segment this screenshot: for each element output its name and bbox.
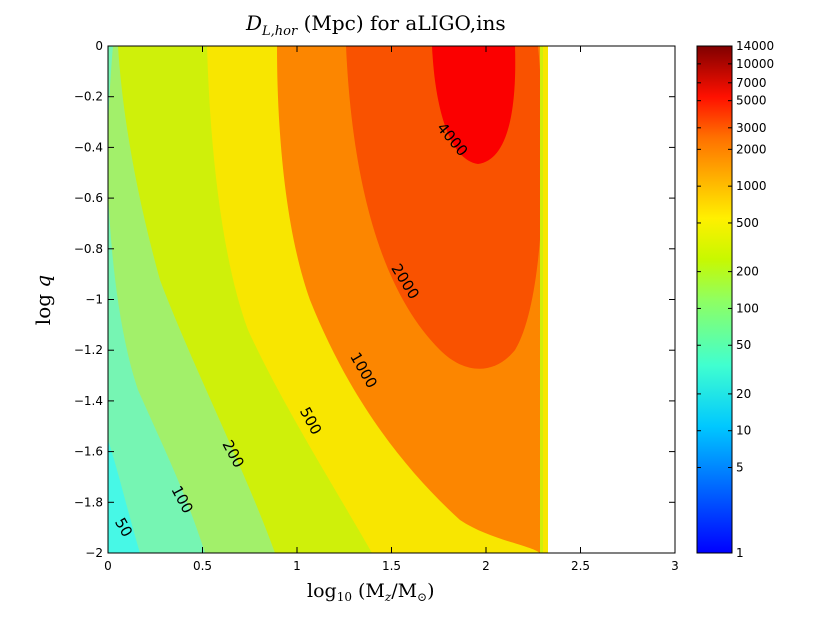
colorbar-tick-label: 10 xyxy=(736,424,751,438)
y-tick-label: −0.8 xyxy=(74,242,103,256)
x-axis-ticks: 0 0.5 1 1.5 2 2.5 3 xyxy=(104,46,679,573)
contour-region-4000 xyxy=(432,46,516,164)
y-axis-ticks: 0 −0.2 −0.4 −0.6 −0.8 −1 −1.2 −1.4 −1.6 −1.8 −2 xyxy=(74,39,675,560)
colorbar-tick-label: 50 xyxy=(736,338,751,352)
colorbar-tick-label: 5000 xyxy=(736,94,767,108)
y-tick-label: −1.4 xyxy=(74,394,103,408)
x-tick-label: 1 xyxy=(293,559,301,573)
y-tick-label: −1.6 xyxy=(74,445,103,459)
y-tick-label: −1.8 xyxy=(74,495,103,509)
contour-fills xyxy=(108,46,675,553)
x-tick-label: 2.5 xyxy=(571,559,590,573)
y-tick-label: −0.4 xyxy=(74,140,103,154)
colorbar-tick-label: 20 xyxy=(736,387,751,401)
colorbar-tick-label: 200 xyxy=(736,265,759,279)
colorbar-tick-label: 5 xyxy=(736,461,744,475)
y-tick-label: −1 xyxy=(85,293,103,307)
y-tick-label: −0.2 xyxy=(74,90,103,104)
colorbar-tick-label: 10000 xyxy=(736,57,774,71)
x-tick-label: 2 xyxy=(482,559,490,573)
y-axis-label: log q xyxy=(31,275,55,325)
contour-edge-sliver-yellow xyxy=(543,46,548,553)
x-tick-label: 3 xyxy=(671,559,679,573)
x-tick-label: 0 xyxy=(104,559,112,573)
colorbar-tick-label: 3000 xyxy=(736,121,767,135)
x-tick-label: 1.5 xyxy=(382,559,401,573)
colorbar-tick-label: 14000 xyxy=(736,39,774,53)
y-tick-label: −2 xyxy=(85,546,103,560)
y-tick-label: 0 xyxy=(95,39,103,53)
colorbar-tick-label: 500 xyxy=(736,216,759,230)
chart-title: DL,hor (Mpc) for aLIGO,ins xyxy=(245,11,506,39)
x-axis-label: log10 (Mz/M⊙) xyxy=(307,580,435,604)
y-tick-label: −0.6 xyxy=(74,191,103,205)
colorbar-tick-label: 2000 xyxy=(736,142,767,156)
y-tick-label: −1.2 xyxy=(74,343,103,357)
colorbar-tick-label: 1000 xyxy=(736,179,767,193)
colorbar xyxy=(696,45,733,554)
colorbar-tick-label: 7000 xyxy=(736,76,767,90)
x-tick-label: 0.5 xyxy=(193,559,212,573)
colorbar-ticks: 14000 10000 7000 5000 3000 2000 1000 500 200 100 5… xyxy=(697,39,774,560)
colorbar-tick-label: 100 xyxy=(736,301,759,315)
colorbar-tick-label: 1 xyxy=(736,546,744,560)
